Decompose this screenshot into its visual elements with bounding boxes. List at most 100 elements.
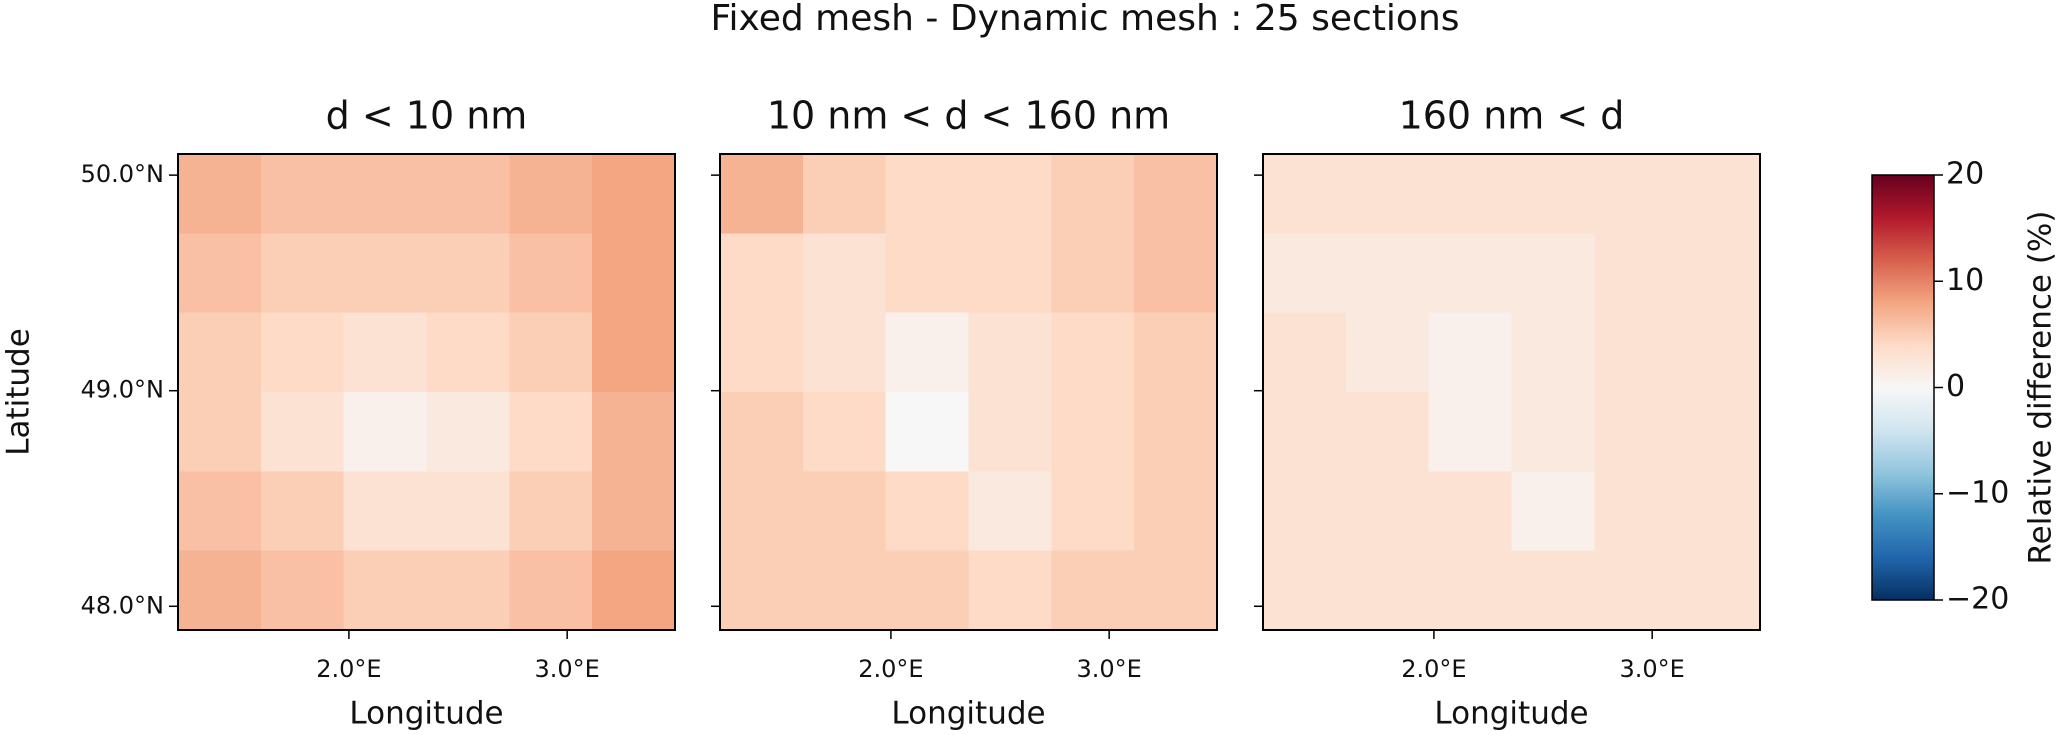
heatmap-cell bbox=[720, 233, 804, 314]
heatmap-cell bbox=[178, 392, 262, 472]
heatmap-cell bbox=[1428, 550, 1512, 631]
heatmap-cell bbox=[1345, 312, 1430, 393]
heatmap-cell bbox=[1594, 154, 1678, 234]
heatmap-cell bbox=[1345, 392, 1430, 472]
heatmap-cell bbox=[1051, 550, 1135, 631]
heatmap-cell bbox=[509, 312, 593, 393]
heatmap-cell bbox=[260, 154, 345, 234]
heatmap-cell bbox=[343, 154, 427, 234]
heatmap-cell bbox=[802, 550, 887, 631]
axes-frame bbox=[177, 153, 676, 631]
heatmap-cell bbox=[1051, 312, 1135, 393]
heatmap-cell bbox=[178, 154, 262, 234]
heatmap-cell bbox=[885, 392, 969, 472]
heatmap-cell bbox=[1511, 550, 1595, 631]
heatmap-cell bbox=[1511, 154, 1595, 234]
heatmap-cell bbox=[1511, 471, 1595, 552]
heatmap-cell bbox=[968, 471, 1052, 552]
heatmap-cell bbox=[1051, 233, 1135, 314]
y-tick-label: 49.0°N bbox=[81, 376, 164, 404]
heatmap-cell bbox=[343, 233, 427, 314]
heatmap-cell bbox=[720, 471, 804, 552]
heatmap-cell bbox=[1345, 154, 1430, 234]
heatmap-cell bbox=[1677, 233, 1761, 314]
heatmap-cell bbox=[509, 154, 593, 234]
heatmap-cell bbox=[802, 233, 887, 314]
colorbar-tick-label: 10 bbox=[1946, 263, 1984, 298]
heatmap-cell bbox=[1428, 154, 1512, 234]
heatmap-cell bbox=[1511, 392, 1595, 472]
heatmap-cell bbox=[1428, 392, 1512, 472]
colorbar-tick-label: 0 bbox=[1946, 369, 1965, 404]
x-tick-label: 3.0°E bbox=[535, 655, 600, 683]
heatmap-cell bbox=[1511, 233, 1595, 314]
heatmap-cell bbox=[1594, 233, 1678, 314]
heatmap-cell bbox=[1051, 471, 1135, 552]
axes-frame bbox=[1262, 153, 1761, 631]
heatmap-cell bbox=[1051, 154, 1135, 234]
heatmap-cell bbox=[592, 550, 676, 631]
heatmap-cell bbox=[968, 233, 1052, 314]
heatmap-cell bbox=[1677, 550, 1761, 631]
heatmap-cell bbox=[802, 471, 887, 552]
heatmap-cell bbox=[509, 392, 593, 472]
heatmap-cell bbox=[1428, 233, 1512, 314]
x-tick-label: 3.0°E bbox=[1077, 655, 1142, 683]
x-axis-label: Longitude bbox=[891, 696, 1045, 732]
x-axis-label: Longitude bbox=[1434, 696, 1588, 732]
heatmap-cell bbox=[1263, 392, 1347, 472]
axes-frame bbox=[719, 153, 1218, 631]
colorbar bbox=[1871, 174, 1935, 601]
heatmap-cell bbox=[1345, 550, 1430, 631]
heatmap-cell bbox=[968, 392, 1052, 472]
heatmap-cell bbox=[178, 233, 262, 314]
x-tick-label: 2.0°E bbox=[1401, 655, 1466, 683]
heatmap-cell bbox=[343, 550, 427, 631]
heatmap-cell bbox=[426, 392, 510, 472]
heatmap-cell bbox=[343, 471, 427, 552]
heatmap-cell bbox=[426, 471, 510, 552]
heatmap-cell bbox=[343, 312, 427, 393]
heatmap-cell bbox=[885, 471, 969, 552]
heatmap-cell bbox=[802, 312, 887, 393]
colorbar-label: Relative difference (%) bbox=[2023, 211, 2059, 565]
heatmap-cell bbox=[885, 233, 969, 314]
heatmap-cell bbox=[1051, 392, 1135, 472]
heatmap-cell bbox=[426, 233, 510, 314]
heatmap-cell bbox=[1594, 312, 1678, 393]
panel-title: 10 nm < d < 160 nm bbox=[767, 94, 1170, 138]
panel-title: 160 nm < d bbox=[1399, 94, 1625, 138]
heatmap-cell bbox=[1594, 471, 1678, 552]
heatmap-cell bbox=[1263, 550, 1347, 631]
heatmap-cell bbox=[885, 154, 969, 234]
heatmap-cell bbox=[1594, 550, 1678, 631]
heatmap-cell bbox=[509, 233, 593, 314]
y-tick-label: 48.0°N bbox=[81, 591, 164, 619]
heatmap-cell bbox=[1263, 154, 1347, 234]
heatmap-cell bbox=[968, 550, 1052, 631]
heatmap-cell bbox=[592, 233, 676, 314]
heatmap-cell bbox=[509, 550, 593, 631]
heatmap-cell bbox=[968, 312, 1052, 393]
heatmap-cell bbox=[1134, 392, 1218, 472]
heatmap-cell bbox=[968, 154, 1052, 234]
heatmap-cell bbox=[260, 233, 345, 314]
x-tick-label: 2.0°E bbox=[858, 655, 923, 683]
colorbar-tick-label: −10 bbox=[1946, 475, 2009, 510]
x-tick-label: 3.0°E bbox=[1620, 655, 1685, 683]
heatmap-cell bbox=[1677, 471, 1761, 552]
heatmap-cell bbox=[1511, 312, 1595, 393]
heatmap-cell bbox=[1134, 550, 1218, 631]
heatmap-cell bbox=[720, 392, 804, 472]
heatmap-cell bbox=[592, 471, 676, 552]
x-tick-label: 2.0°E bbox=[316, 655, 381, 683]
heatmap-cell bbox=[426, 154, 510, 234]
heatmap-cell bbox=[343, 392, 427, 472]
heatmap-cell bbox=[592, 154, 676, 234]
heatmap-cell bbox=[802, 154, 887, 234]
heatmap-cell bbox=[720, 550, 804, 631]
heatmap-cell bbox=[1345, 471, 1430, 552]
heatmap-cell bbox=[178, 550, 262, 631]
y-axis-label: Latitude bbox=[1, 328, 37, 456]
